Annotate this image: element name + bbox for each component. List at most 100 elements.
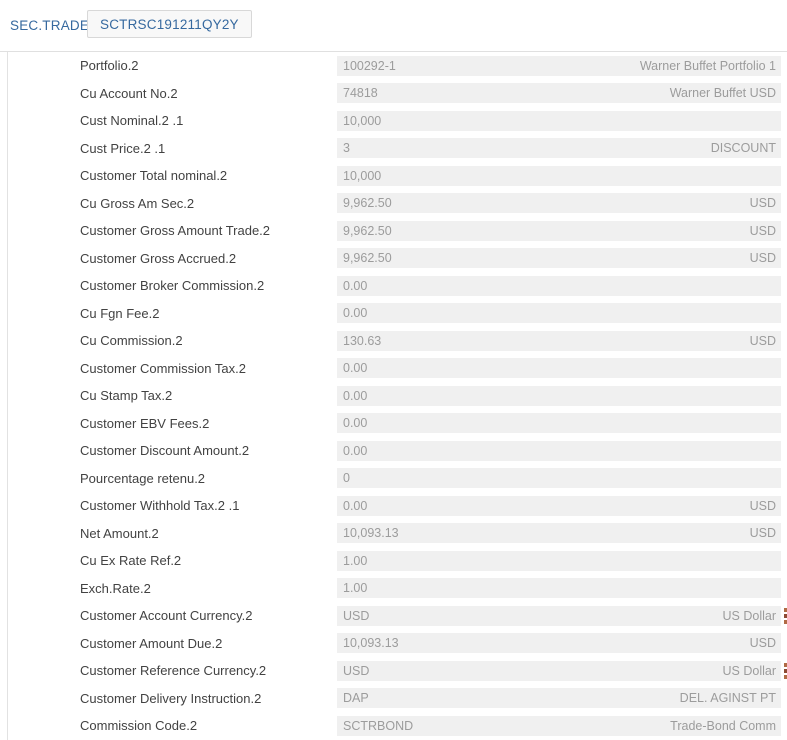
field-enrichment: Trade-Bond Comm	[670, 718, 776, 733]
field-row: Customer Withhold Tax.2 .1 0.00 USD	[8, 492, 787, 520]
field-label: Customer Amount Due.2	[80, 635, 223, 651]
field-row: Cu Gross Am Sec.2 9,962.50 USD	[8, 190, 787, 218]
field-row: Customer Gross Amount Trade.2 9,962.50 USD	[8, 217, 787, 245]
field-value-strip: USD US Dollar	[337, 605, 781, 626]
field-value: 10,000	[343, 168, 382, 183]
field-value: 3	[343, 141, 350, 156]
field-value-strip: 1.00	[337, 578, 781, 599]
field-value: 9,962.50	[343, 251, 392, 266]
field-value: SCTRBOND	[343, 718, 414, 733]
field-enrichment: DEL. AGINST PT	[679, 691, 776, 706]
field-value: 0.00	[343, 361, 368, 376]
field-value: DAP	[343, 691, 369, 706]
field-label: Pourcentage retenu.2	[80, 470, 206, 486]
field-value: 10,000	[343, 113, 382, 128]
field-enrichment: USD	[749, 223, 776, 238]
field-label: Customer Commission Tax.2	[80, 360, 246, 376]
field-row: Pourcentage retenu.2 0	[8, 465, 787, 493]
field-enrichment: DISCOUNT	[710, 141, 776, 156]
field-value-strip: 0.00	[337, 303, 781, 324]
field-row: Commission Code.2 SCTRBOND Trade-Bond Comm	[8, 712, 787, 740]
field-row: Customer Account Currency.2 USD US Dollar	[8, 602, 787, 630]
field-label: Customer Withhold Tax.2 .1	[80, 498, 240, 514]
field-label: Cu Account No.2	[80, 85, 178, 101]
field-label: Customer Broker Commission.2	[80, 278, 265, 294]
field-value-strip: 100292-1 Warner Buffet Portfolio 1	[337, 55, 781, 76]
field-enrichment: USD	[749, 526, 776, 541]
field-value-strip: 0.00	[337, 413, 781, 434]
field-label: Exch.Rate.2	[80, 580, 151, 596]
fields-table: Portfolio.2 100292-1 Warner Buffet Portfol…	[7, 52, 787, 740]
field-row: Customer Delivery Instruction.2 DAP DEL. A…	[8, 685, 787, 713]
field-row: Cust Nominal.2 .1 10,000	[8, 107, 787, 135]
field-row: Portfolio.2 100292-1 Warner Buffet Portfol…	[8, 52, 787, 80]
field-value: 0.00	[343, 498, 368, 513]
field-value: 0.00	[343, 278, 368, 293]
field-label: Customer Reference Currency.2	[80, 663, 267, 679]
field-row: Customer Broker Commission.2 0.00	[8, 272, 787, 300]
field-value: 0.00	[343, 416, 368, 431]
field-value: 9,962.50	[343, 196, 392, 211]
field-value-strip: SCTRBOND Trade-Bond Comm	[337, 715, 781, 736]
field-value-strip: 0.00	[337, 358, 781, 379]
field-label: Cust Price.2 .1	[80, 140, 166, 156]
field-label: Customer Total nominal.2	[80, 168, 228, 184]
field-label: Cust Nominal.2 .1	[80, 113, 184, 129]
field-label: Portfolio.2	[80, 58, 139, 74]
field-value: 1.00	[343, 553, 368, 568]
field-value-strip: 0	[337, 468, 781, 489]
field-value-strip: 9,962.50 USD	[337, 248, 781, 269]
field-enrichment: US Dollar	[722, 663, 777, 678]
field-label: Net Amount.2	[80, 525, 159, 541]
field-value-strip: 0.00	[337, 385, 781, 406]
field-label: Customer Gross Accrued.2	[80, 250, 237, 266]
field-label: Cu Gross Am Sec.2	[80, 195, 195, 211]
field-row: Cu Fgn Fee.2 0.00	[8, 300, 787, 328]
field-value-strip: 74818 Warner Buffet USD	[337, 83, 781, 104]
record-id-chip[interactable]: SCTRSC191211QY2Y	[87, 10, 252, 38]
field-enrichment: Warner Buffet USD	[669, 86, 776, 101]
record-header: SEC.TRADE SCTRSC191211QY2Y	[0, 0, 787, 51]
field-row: Customer Gross Accrued.2 9,962.50 USD	[8, 245, 787, 273]
field-value-strip: 3 DISCOUNT	[337, 138, 781, 159]
field-label: Cu Ex Rate Ref.2	[80, 553, 182, 569]
field-value-strip: USD US Dollar	[337, 660, 781, 681]
field-row: Customer Commission Tax.2 0.00	[8, 355, 787, 383]
override-marker-icon	[784, 607, 787, 624]
field-value: USD	[343, 663, 370, 678]
field-row: Cu Commission.2 130.63 USD	[8, 327, 787, 355]
field-row: Customer Total nominal.2 10,000	[8, 162, 787, 190]
field-row: Customer Amount Due.2 10,093.13 USD	[8, 630, 787, 658]
field-value-strip: 130.63 USD	[337, 330, 781, 351]
field-label: Customer Delivery Instruction.2	[80, 690, 262, 706]
field-label: Cu Fgn Fee.2	[80, 305, 160, 321]
field-row: Customer Discount Amount.2 0.00	[8, 437, 787, 465]
field-enrichment: USD	[749, 196, 776, 211]
field-value-strip: 0.00	[337, 275, 781, 296]
field-label: Customer Discount Amount.2	[80, 443, 250, 459]
field-value-strip: 10,093.13 USD	[337, 633, 781, 654]
field-label: Customer Gross Amount Trade.2	[80, 223, 271, 239]
field-row: Net Amount.2 10,093.13 USD	[8, 520, 787, 548]
field-value: 0.00	[343, 388, 368, 403]
field-value-strip: 9,962.50 USD	[337, 220, 781, 241]
field-row: Cu Ex Rate Ref.2 1.00	[8, 547, 787, 575]
field-enrichment: USD	[749, 251, 776, 266]
field-value-strip: 1.00	[337, 550, 781, 571]
screen-title: SEC.TRADE	[10, 18, 90, 33]
field-value: 1.00	[343, 581, 368, 596]
field-row: Customer EBV Fees.2 0.00	[8, 410, 787, 438]
override-marker-icon	[784, 662, 787, 679]
field-enrichment: Warner Buffet Portfolio 1	[639, 58, 776, 73]
field-enrichment: USD	[749, 498, 776, 513]
field-label: Commission Code.2	[80, 718, 198, 734]
field-label: Cu Commission.2	[80, 333, 183, 349]
field-value: 0	[343, 471, 350, 486]
field-value-strip: DAP DEL. AGINST PT	[337, 688, 781, 709]
field-label: Cu Stamp Tax.2	[80, 388, 173, 404]
field-value-strip: 10,000	[337, 110, 781, 131]
field-value: 100292-1	[343, 58, 396, 73]
field-row: Exch.Rate.2 1.00	[8, 575, 787, 603]
field-label: Customer Account Currency.2	[80, 608, 253, 624]
